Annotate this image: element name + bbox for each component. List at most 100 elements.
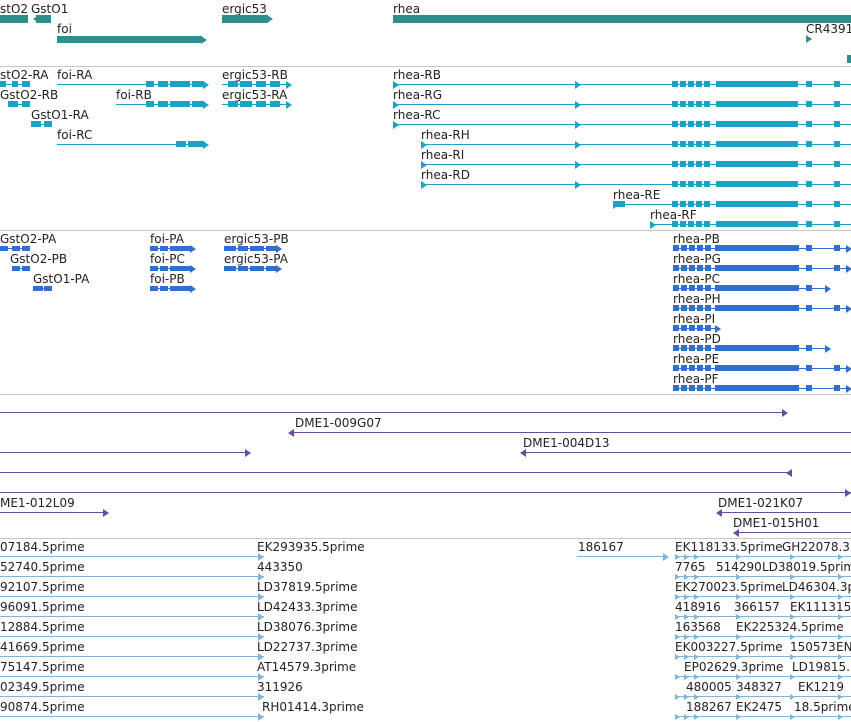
transcript-label[interactable]: rhea-RG <box>393 88 443 102</box>
exon-block[interactable] <box>716 141 798 147</box>
exon-block[interactable] <box>696 221 702 227</box>
exon-block[interactable] <box>697 285 703 291</box>
exon-block[interactable] <box>705 385 711 391</box>
est-label[interactable]: 02349.5prime <box>0 680 85 694</box>
transcript-label[interactable]: stO2-RA <box>0 68 49 82</box>
exon-block[interactable] <box>681 345 687 351</box>
est-label[interactable]: EP02629.3prime <box>684 660 784 674</box>
exon-block[interactable] <box>170 245 190 251</box>
protein-line[interactable] <box>12 268 30 269</box>
exon-block[interactable] <box>238 265 248 271</box>
est-label[interactable]: 186167 <box>578 540 624 554</box>
exon-block[interactable] <box>680 101 686 107</box>
exon-block[interactable] <box>680 221 686 227</box>
transcript-line[interactable] <box>421 164 851 165</box>
exon-block[interactable] <box>672 161 678 167</box>
est-label[interactable]: LD22737.3prime <box>257 640 358 654</box>
exon-block[interactable] <box>705 265 711 271</box>
exon-block[interactable] <box>680 141 686 147</box>
clone-line[interactable] <box>523 452 851 453</box>
exon-block[interactable] <box>256 101 266 107</box>
exon-block[interactable] <box>673 265 679 271</box>
est-label[interactable]: RH01414.3prime <box>262 700 364 714</box>
exon-block[interactable] <box>270 101 280 107</box>
exon-block[interactable] <box>160 265 168 271</box>
exon-block[interactable] <box>689 325 695 331</box>
exon-block[interactable] <box>672 101 678 107</box>
exon-block[interactable] <box>704 221 710 227</box>
est-line[interactable] <box>0 656 264 657</box>
exon-block[interactable] <box>689 345 695 351</box>
exon-block[interactable] <box>806 245 812 251</box>
est-label[interactable]: LD38019.5prime <box>762 560 851 574</box>
clone-line[interactable] <box>720 512 851 513</box>
protein-label[interactable]: foi-PC <box>150 252 185 266</box>
exon-block[interactable] <box>150 245 158 251</box>
est-label[interactable]: 418916 <box>675 600 721 614</box>
exon-block[interactable] <box>238 245 248 251</box>
est-label[interactable]: 480005 <box>686 680 732 694</box>
est-label[interactable]: AT14579.3prime <box>257 660 357 674</box>
est-label[interactable]: 75147.5prime <box>0 660 85 674</box>
transcript-label[interactable]: ergic53-RB <box>222 68 288 82</box>
exon-block[interactable] <box>680 121 686 127</box>
exon-block[interactable] <box>672 141 678 147</box>
exon-block[interactable] <box>697 365 703 371</box>
est-label[interactable]: 348327 <box>736 680 782 694</box>
exon-block[interactable] <box>44 285 52 291</box>
transcript-line[interactable] <box>222 104 288 105</box>
est-label[interactable]: EK003227.5prime <box>675 640 783 654</box>
exon-block[interactable] <box>31 121 41 127</box>
gene-glyph[interactable] <box>57 36 202 43</box>
gene-label[interactable]: ergic53 <box>222 2 267 16</box>
exon-block[interactable] <box>704 161 710 167</box>
est-line[interactable] <box>0 676 264 677</box>
exon-block[interactable] <box>672 81 678 87</box>
exon-block[interactable] <box>146 101 154 107</box>
transcript-line[interactable] <box>57 144 205 145</box>
exon-block[interactable] <box>22 245 30 251</box>
exon-block[interactable] <box>705 305 711 311</box>
exon-block[interactable] <box>716 161 798 167</box>
exon-block[interactable] <box>715 265 799 271</box>
exon-block[interactable] <box>806 201 812 207</box>
exon-block[interactable] <box>613 201 625 207</box>
est-label[interactable]: EK293935.5prime <box>257 540 365 554</box>
protein-label[interactable]: GstO2-PB <box>10 252 68 266</box>
exon-block[interactable] <box>270 81 280 87</box>
est-line[interactable] <box>675 596 851 597</box>
exon-block[interactable] <box>170 101 190 107</box>
clone-line[interactable] <box>737 532 851 533</box>
exon-block[interactable] <box>170 265 190 271</box>
exon-block[interactable] <box>12 265 20 271</box>
transcript-label[interactable]: rhea-RD <box>421 168 470 182</box>
est-line[interactable] <box>0 616 264 617</box>
clone-label[interactable]: ME1-012L09 <box>0 496 75 510</box>
est-line[interactable] <box>675 656 851 657</box>
exon-block[interactable] <box>689 305 695 311</box>
protein-line[interactable] <box>673 328 720 329</box>
exon-block[interactable] <box>696 201 702 207</box>
exon-block[interactable] <box>681 325 687 331</box>
exon-block[interactable] <box>716 181 798 187</box>
exon-block[interactable] <box>673 385 679 391</box>
exon-block[interactable] <box>696 141 702 147</box>
exon-block[interactable] <box>673 285 679 291</box>
exon-block[interactable] <box>715 245 799 251</box>
transcript-label[interactable]: rhea-RI <box>421 148 465 162</box>
est-line[interactable] <box>675 676 851 677</box>
exon-block[interactable] <box>680 81 686 87</box>
exon-block[interactable] <box>8 101 18 107</box>
exon-block[interactable] <box>673 245 679 251</box>
transcript-label[interactable]: rhea-RH <box>421 128 470 142</box>
est-line[interactable] <box>675 556 851 557</box>
est-label[interactable]: LD42433.3prime <box>257 600 358 614</box>
est-line[interactable] <box>0 696 264 697</box>
protein-label[interactable]: ergic53-PA <box>224 252 288 266</box>
est-label[interactable]: LD38076.3prime <box>257 620 358 634</box>
exon-block[interactable] <box>704 181 710 187</box>
exon-block[interactable] <box>806 385 812 391</box>
gene-label[interactable]: CR4391 <box>806 22 851 36</box>
est-line[interactable] <box>675 636 851 637</box>
transcript-label[interactable]: foi-RA <box>57 68 93 82</box>
